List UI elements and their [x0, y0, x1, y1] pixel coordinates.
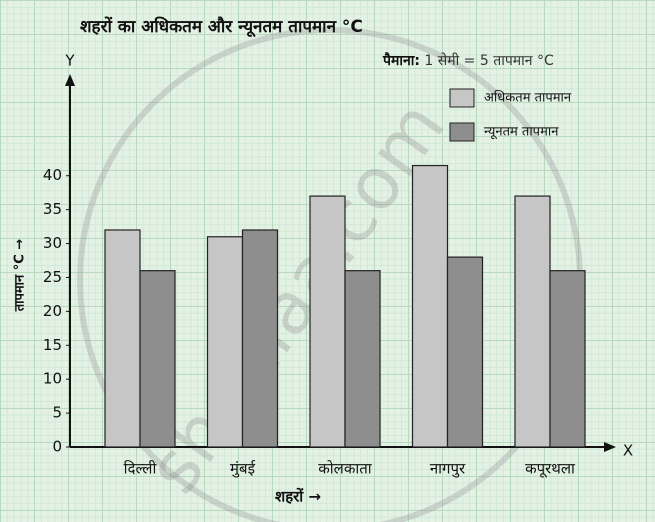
scale-text: 1 सेमी = 5 तापमान °C — [424, 52, 554, 69]
x-tick-label: कोलकाता — [318, 460, 373, 478]
y-tick-label: 10 — [43, 370, 62, 388]
y-tick-label: 0 — [52, 438, 62, 456]
x-tick-label: मुंबई — [230, 460, 256, 479]
y-tick-label: 40 — [43, 166, 62, 184]
watermark: shaalaa.com — [130, 86, 461, 508]
y-axis-letter: Y — [64, 52, 75, 70]
bar — [411, 164, 449, 448]
bar — [104, 229, 141, 448]
bar — [549, 270, 586, 448]
legend-label: न्यूनतम तापमान — [484, 125, 559, 140]
y-axis-label: तापमान °C → — [13, 239, 28, 313]
y-tick-label: 30 — [43, 234, 62, 252]
y-tick-label: 35 — [43, 200, 62, 218]
legend-label: अधिकतम तापमान — [484, 90, 572, 106]
bar — [241, 229, 279, 448]
x-axis-label: शहरों → — [275, 488, 321, 506]
scale-note: पैमाना: 1 सेमी = 5 तापमान °C — [382, 52, 554, 69]
y-tick-label: 15 — [43, 336, 62, 354]
bar — [309, 195, 346, 448]
y-tick-label: 25 — [43, 268, 62, 286]
bar — [344, 270, 381, 448]
bar — [446, 256, 484, 448]
x-tick-label: कपूरथला — [525, 460, 576, 479]
y-tick-label: 20 — [43, 302, 62, 320]
bar — [206, 236, 244, 448]
legend-swatch — [449, 88, 475, 108]
y-tick-label: 5 — [52, 404, 62, 422]
x-tick-label: नागपुर — [430, 460, 466, 479]
x-arrow — [604, 442, 616, 452]
legend-swatch — [449, 122, 475, 142]
scale-label: पैमाना: — [382, 52, 420, 69]
x-axis-letter: X — [623, 442, 633, 460]
chart-title: शहरों का अधिकतम और न्यूनतम तापमान °C — [80, 16, 363, 38]
bar — [514, 195, 551, 448]
bar — [139, 270, 176, 448]
x-tick-label: दिल्ली — [124, 460, 158, 478]
y-arrow — [65, 74, 75, 86]
